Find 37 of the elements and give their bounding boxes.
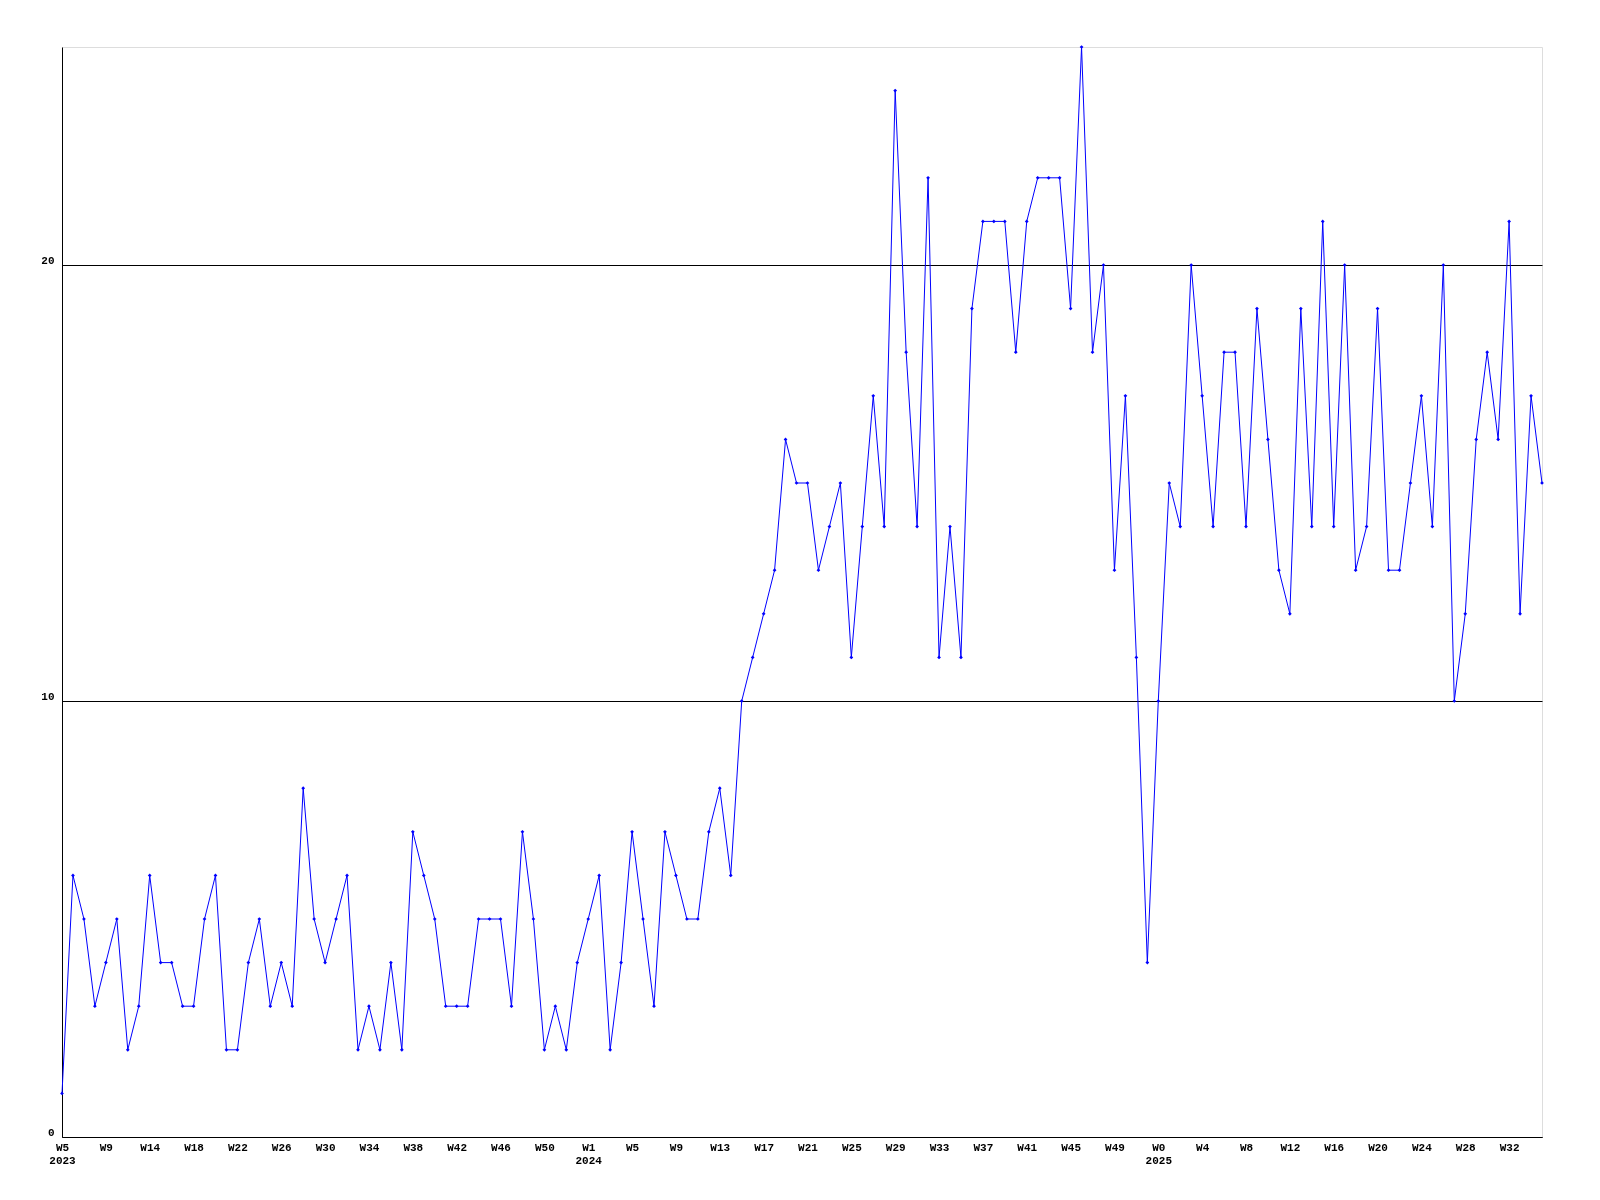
y-tick-label: 0 [47, 1126, 55, 1139]
x-tick-label: W38 [403, 1141, 424, 1154]
x-tick-label: W41 [1017, 1141, 1038, 1154]
x-tick-label: W25 [841, 1141, 863, 1154]
x-tick-label: W18 [184, 1141, 205, 1154]
x-tick-label: W21 [798, 1141, 819, 1154]
x-tick-label: W45 [1061, 1141, 1082, 1154]
x-tick-label: W4 [1196, 1141, 1210, 1154]
x-tick-label: W34 [359, 1141, 380, 1154]
y-tick-label: 20 [41, 254, 55, 267]
y-tick-label: 10 [41, 690, 55, 703]
x-tick-label: W46 [491, 1141, 511, 1154]
x-tick-label: W26 [271, 1141, 292, 1154]
x-tick-label: W0 2025 [1145, 1141, 1173, 1167]
x-tick-label: W13 [710, 1141, 731, 1154]
x-tick-label: W8 [1239, 1141, 1254, 1154]
x-tick-label: W29 [885, 1141, 906, 1154]
x-tick-label: W32 [1499, 1141, 1520, 1154]
x-tick-label: W49 [1105, 1141, 1125, 1154]
x-tick-label: W17 [754, 1141, 775, 1154]
x-tick-label: W37 [973, 1141, 994, 1154]
x-tick-label: W1 2024 [575, 1141, 603, 1167]
x-tick-label: W16 [1324, 1141, 1345, 1154]
x-tick-label: W33 [929, 1141, 950, 1154]
x-tick-label: W28 [1455, 1141, 1477, 1154]
x-tick-label: W12 [1280, 1141, 1301, 1154]
x-tick-label: W42 [447, 1141, 468, 1154]
x-tick-label: W5 [625, 1141, 640, 1154]
x-tick-label: W22 [228, 1141, 248, 1154]
x-tick-label: W9 [669, 1141, 684, 1154]
x-tick-label: W24 [1412, 1141, 1433, 1154]
x-tick-label: W50 [534, 1141, 555, 1154]
x-tick-label: W14 [140, 1141, 161, 1154]
x-tick-label: W30 [315, 1141, 336, 1154]
x-tick-label: W5 2023 [49, 1141, 77, 1167]
x-tick-label: W20 [1368, 1141, 1388, 1154]
x-tick-label: W9 [99, 1141, 113, 1154]
